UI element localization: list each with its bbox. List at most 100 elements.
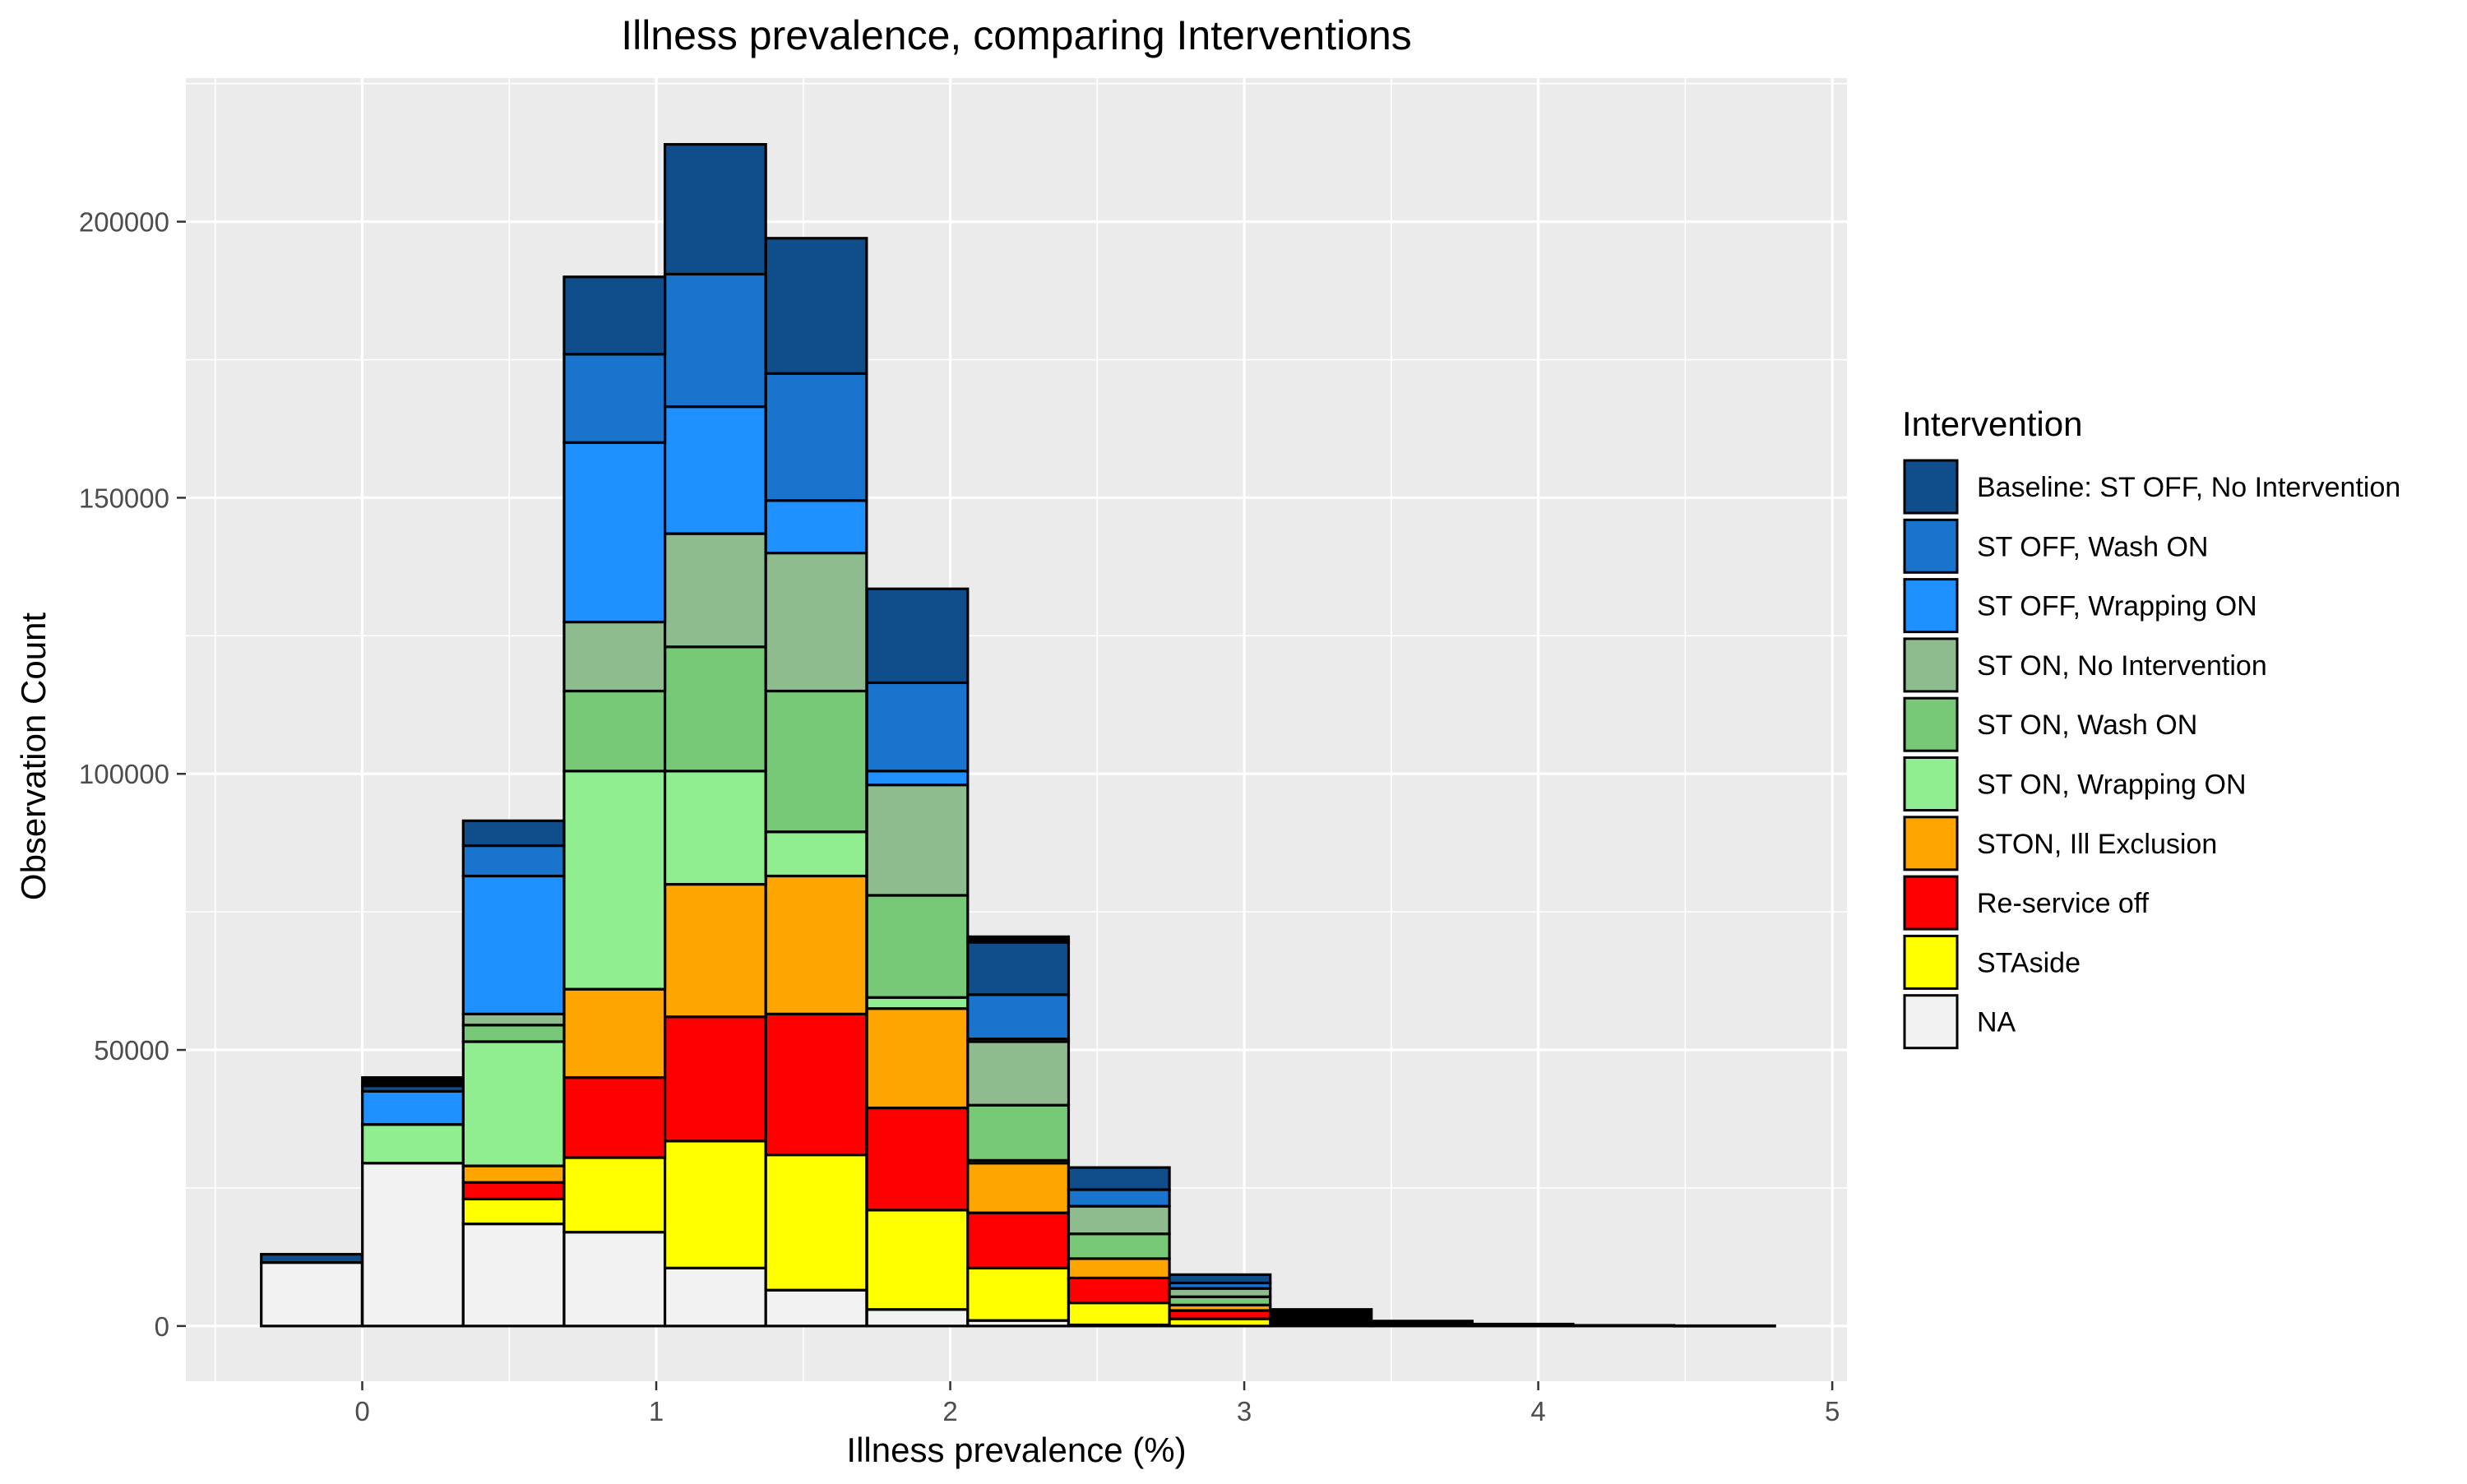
bar-segment	[361, 1089, 465, 1126]
y-axis-label: Observation Count	[14, 613, 53, 901]
bar-segment	[764, 830, 868, 878]
legend-key	[1903, 459, 1959, 515]
bar-segment	[562, 275, 667, 356]
bar-segment	[865, 681, 970, 773]
x-tick-label: 1	[649, 1396, 664, 1426]
legend-label: ST ON, Wrapping ON	[1977, 770, 2247, 801]
bar-segment	[1067, 1204, 1171, 1236]
y-tick-label: 0	[155, 1311, 169, 1342]
legend-label: ST OFF, Wash ON	[1977, 531, 2208, 562]
bar-segment	[562, 1076, 667, 1159]
bars	[260, 142, 1776, 1328]
x-tick-label: 2	[942, 1396, 957, 1426]
legend-label: ST ON, No Intervention	[1977, 650, 2267, 682]
x-tick-label: 4	[1530, 1396, 1545, 1426]
bar-segment	[461, 1164, 566, 1184]
y-tick-label: 200000	[79, 207, 169, 238]
bar-segment	[966, 1040, 1071, 1107]
bar-segment	[562, 1231, 667, 1328]
y-tick-label: 150000	[79, 483, 169, 513]
legend-label: NA	[1977, 1007, 2016, 1038]
bar-segment	[663, 645, 767, 773]
legend-key	[1903, 756, 1959, 811]
bar-segment	[865, 784, 970, 897]
bar-segment	[663, 770, 767, 886]
x-axis-label: Illness prevalence (%)	[846, 1431, 1186, 1469]
bar-segment	[361, 1123, 465, 1165]
bar-segment	[1067, 1166, 1171, 1191]
legend: Intervention Baseline: ST OFF, No Interv…	[1902, 405, 2400, 1050]
bar-segment	[361, 1162, 465, 1328]
bar-segment	[1067, 1276, 1171, 1305]
bar-segment	[260, 1252, 363, 1264]
bar-segment	[865, 1007, 970, 1110]
bar-segment	[461, 874, 566, 1015]
bar-segment	[1168, 1273, 1272, 1285]
bar-segment	[966, 1162, 1071, 1214]
legend-title: Intervention	[1902, 405, 2082, 443]
x-tick-label: 5	[1825, 1396, 1840, 1426]
bar-segment	[865, 1209, 970, 1311]
bar-segment	[764, 372, 868, 502]
legend-key	[1903, 994, 1959, 1050]
bar-segment	[865, 996, 970, 1010]
legend-key	[1903, 934, 1959, 990]
bar-segment	[1370, 1320, 1474, 1328]
bar-segment	[562, 689, 667, 773]
bar-segment	[865, 587, 970, 685]
bar-segment	[764, 874, 868, 1015]
bar-segment	[966, 935, 1071, 944]
bar-segment	[663, 882, 767, 1019]
bar-segment	[663, 405, 767, 535]
x-tick-label: 0	[354, 1396, 369, 1426]
bar-segment	[966, 1266, 1071, 1322]
bar-segment	[1470, 1322, 1575, 1328]
bar-segment	[562, 987, 667, 1079]
legend-label: ST ON, Wash ON	[1977, 710, 2197, 741]
bar-segment	[1269, 1308, 1373, 1328]
bar-segment	[461, 819, 566, 848]
bar-segment	[562, 441, 667, 624]
bar-segment	[1067, 1188, 1171, 1208]
bar-segment	[663, 532, 767, 649]
bar-segment	[764, 237, 868, 375]
bar-segment	[663, 1140, 767, 1269]
bar-segment	[562, 770, 667, 991]
legend-key	[1903, 816, 1959, 871]
legend-label: ST OFF, Wrapping ON	[1977, 591, 2257, 622]
bar-segment	[562, 620, 667, 693]
bar-segment	[764, 1153, 868, 1292]
bar-segment	[663, 272, 767, 409]
bar-segment	[865, 894, 970, 999]
legend-key	[1903, 875, 1959, 931]
bar-segment	[461, 844, 566, 878]
bar-segment	[461, 1222, 566, 1328]
bar-segment	[764, 499, 868, 555]
legend-label: Re-service off	[1977, 888, 2150, 919]
axes: 0 1 2 3 4 5 0 50000 100000 150000 200000	[79, 207, 1840, 1426]
bar-segment	[260, 1261, 363, 1328]
bar-segment	[865, 770, 970, 787]
bar-segment	[1571, 1324, 1676, 1328]
x-tick-label: 3	[1237, 1396, 1252, 1426]
bar-segment	[663, 1015, 767, 1143]
bar-segment	[562, 353, 667, 444]
bar-segment	[764, 1288, 868, 1328]
bar-segment	[562, 1156, 667, 1234]
bar-segment	[1067, 1301, 1171, 1327]
bar-segment	[966, 1211, 1071, 1269]
legend-label: STON, Ill Exclusion	[1977, 829, 2217, 860]
legend-key	[1903, 578, 1959, 634]
bar-segment	[361, 1076, 465, 1088]
bar-segment	[764, 1012, 868, 1157]
legend-label: Baseline: ST OFF, No Intervention	[1977, 472, 2400, 503]
bar-segment	[461, 1197, 566, 1226]
bar-segment	[764, 689, 868, 834]
bar-segment	[461, 1024, 566, 1043]
bar-segment	[663, 142, 767, 276]
bar-segment	[966, 1103, 1071, 1162]
bar-segment	[1067, 1232, 1171, 1260]
bar-segment	[764, 551, 868, 693]
